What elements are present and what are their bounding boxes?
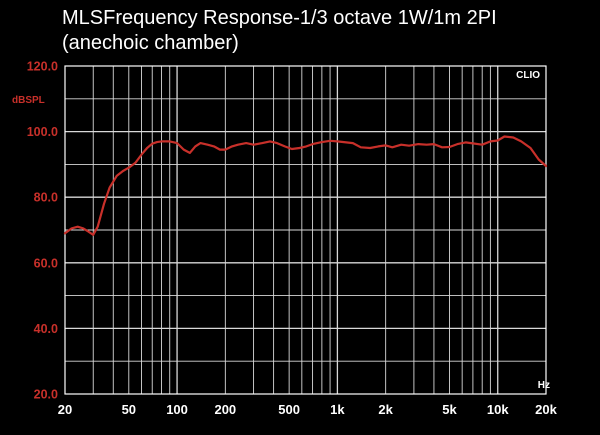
x-tick-label: 10k bbox=[487, 402, 509, 417]
x-tick-label: 20 bbox=[58, 402, 72, 417]
x-tick-label: 2k bbox=[378, 402, 393, 417]
x-tick-label: 5k bbox=[442, 402, 457, 417]
x-tick-label: 100 bbox=[166, 402, 188, 417]
y-tick-label: 60.0 bbox=[34, 256, 58, 270]
y-axis-label: dBSPL bbox=[12, 95, 45, 106]
x-tick-label: 20k bbox=[535, 402, 557, 417]
y-tick-label: 80.0 bbox=[34, 191, 58, 205]
y-tick-label: 100.0 bbox=[27, 125, 58, 139]
x-axis-label: Hz bbox=[538, 380, 550, 391]
chart-title-line-2: (anechoic chamber) bbox=[62, 32, 239, 54]
response-curve bbox=[63, 135, 548, 236]
x-tick-label: 50 bbox=[122, 402, 136, 417]
y-tick-label: 20.0 bbox=[34, 388, 58, 402]
grid-minor-lines bbox=[65, 66, 546, 394]
chart-title-line-1: MLSFrequency Response-1/3 octave 1W/1m 2… bbox=[62, 7, 497, 29]
clio-watermark: CLIO bbox=[516, 70, 540, 81]
x-tick-labels: 20 50 100 200 500 1k 2k 5k 10k 20k bbox=[58, 402, 558, 417]
grid-major-lines bbox=[65, 66, 546, 394]
chart-title: MLSFrequency Response-1/3 octave 1W/1m 2… bbox=[62, 6, 592, 56]
x-tick-label: 200 bbox=[214, 402, 236, 417]
plot-frame bbox=[64, 65, 547, 395]
x-tick-label: 500 bbox=[278, 402, 300, 417]
x-tick-label: 1k bbox=[330, 402, 345, 417]
y-tick-label: 120.0 bbox=[27, 60, 58, 74]
y-tick-label: 40.0 bbox=[34, 322, 58, 336]
y-tick-labels: 20.0 40.0 60.0 80.0 100.0 120.0 bbox=[27, 60, 58, 402]
curve-layer bbox=[63, 135, 548, 236]
